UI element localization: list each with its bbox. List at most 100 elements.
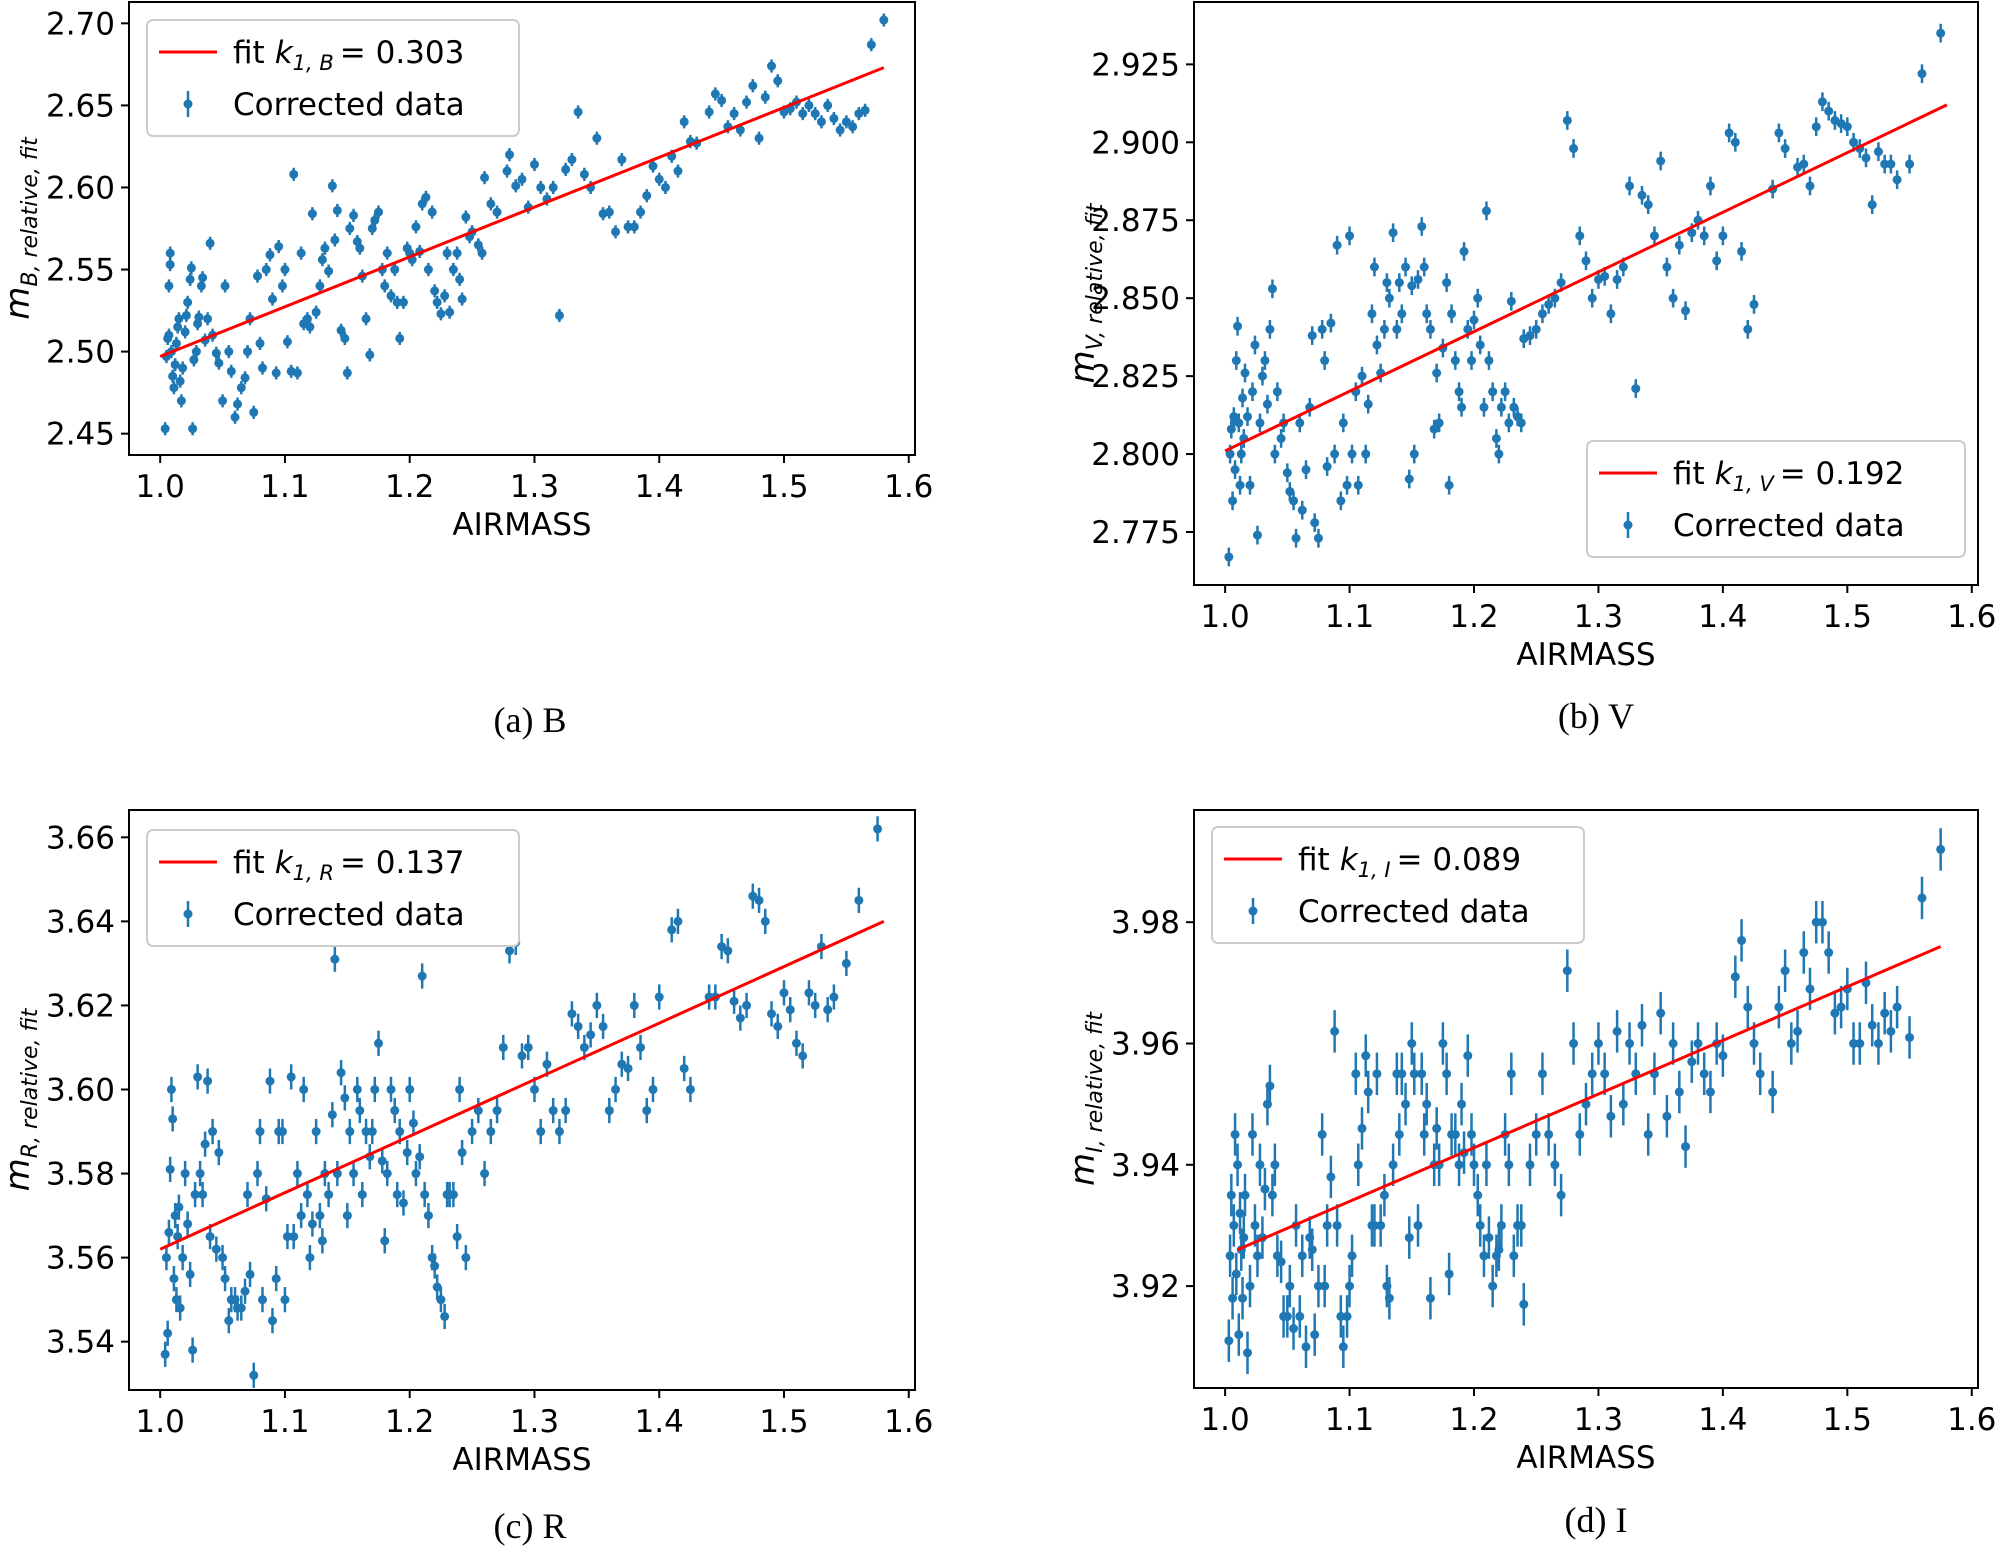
data-point [178, 363, 188, 373]
data-point [208, 1127, 218, 1137]
data-point [642, 1106, 652, 1116]
data-point [1454, 1160, 1464, 1170]
data-point [180, 1169, 190, 1179]
data-point [841, 117, 851, 127]
data-point [1225, 449, 1235, 459]
data-point [218, 1253, 228, 1263]
data-point [1361, 1051, 1371, 1061]
data-point [1743, 324, 1753, 334]
data-point [810, 1000, 820, 1010]
x-tick-label: 1.2 [385, 1404, 434, 1440]
data-point [1419, 1129, 1429, 1139]
data-point [1372, 1069, 1382, 1079]
y-tick-label: 3.60 [46, 1072, 115, 1108]
data-point [477, 248, 487, 258]
data-point [1849, 1039, 1859, 1049]
x-tick-label: 1.2 [1449, 1402, 1498, 1438]
data-point [467, 1127, 477, 1137]
data-point [374, 1038, 384, 1048]
axes-frame [1193, 809, 1979, 1389]
data-point [748, 81, 758, 91]
data-point [165, 1164, 175, 1174]
data-point [1755, 1069, 1765, 1079]
data-point [1330, 1026, 1340, 1036]
data-point [1793, 1026, 1803, 1036]
data-point [473, 1106, 483, 1116]
legend-fit-k: k [275, 35, 294, 71]
data-point [636, 207, 646, 217]
data-point [1562, 966, 1572, 976]
legend-fit-label: fit k1, I = 0.089 [1298, 842, 1521, 882]
data-point [327, 181, 337, 191]
data-point [1569, 144, 1579, 154]
data-point [198, 1190, 208, 1200]
data-point [660, 182, 670, 192]
data-point [1479, 402, 1489, 412]
data-point [1481, 206, 1491, 216]
data-point [1447, 309, 1457, 319]
x-tick-label: 1.0 [136, 1404, 185, 1440]
x-tick-label: 1.6 [884, 469, 933, 505]
data-point [330, 235, 340, 245]
data-point [392, 297, 402, 307]
data-point [1473, 1190, 1483, 1200]
data-point [517, 1051, 527, 1061]
data-point [1238, 393, 1248, 403]
x-tick-label: 1.1 [1325, 1402, 1374, 1438]
data-point [445, 307, 455, 317]
data-point [1243, 412, 1253, 422]
data-point [1830, 1008, 1840, 1018]
data-point [1637, 190, 1647, 200]
data-point [1593, 1039, 1603, 1049]
data-point [282, 1232, 292, 1242]
data-point [402, 1148, 412, 1158]
data-point [185, 274, 195, 284]
data-point [486, 1127, 496, 1137]
data-point [296, 1211, 306, 1221]
data-point [224, 347, 234, 357]
data-point [188, 424, 198, 434]
data-point [432, 1282, 442, 1292]
data-point [1606, 1111, 1616, 1121]
data-point [191, 347, 201, 357]
data-point [1768, 1087, 1778, 1097]
y-tick-label: 3.92 [1111, 1269, 1180, 1305]
data-point [249, 1370, 259, 1380]
x-tick-label: 1.6 [884, 1404, 933, 1440]
data-point [1394, 1129, 1404, 1139]
data-point [171, 1295, 181, 1305]
data-point [1297, 1251, 1307, 1261]
data-point [1413, 274, 1423, 284]
data-point [317, 1236, 327, 1246]
data-point [1413, 1220, 1423, 1230]
data-point [1450, 1129, 1460, 1139]
data-point [1618, 262, 1628, 272]
data-point [866, 40, 876, 50]
data-point [311, 1127, 321, 1137]
x-tick-label: 1.3 [1574, 599, 1623, 635]
data-point [829, 114, 839, 124]
data-point [355, 1106, 365, 1116]
data-point [374, 207, 384, 217]
data-point [249, 407, 259, 417]
data-point [536, 182, 546, 192]
data-point [324, 1190, 334, 1200]
y-tick-label: 3.58 [46, 1157, 115, 1193]
data-point [1320, 1281, 1330, 1291]
x-tick-label: 1.4 [1698, 599, 1747, 635]
data-point [165, 260, 175, 270]
data-point [1235, 480, 1245, 490]
data-point [1276, 1257, 1286, 1267]
data-point [1342, 480, 1352, 490]
data-point [1525, 331, 1535, 341]
data-point [1612, 274, 1622, 284]
data-point [1369, 262, 1379, 272]
data-point [271, 368, 281, 378]
data-point [1434, 418, 1444, 428]
data-point [1867, 200, 1877, 210]
data-point [1267, 1190, 1277, 1200]
data-point [1467, 1129, 1477, 1139]
data-point [1239, 1233, 1249, 1243]
data-point [317, 255, 327, 265]
data-point [1467, 356, 1477, 366]
